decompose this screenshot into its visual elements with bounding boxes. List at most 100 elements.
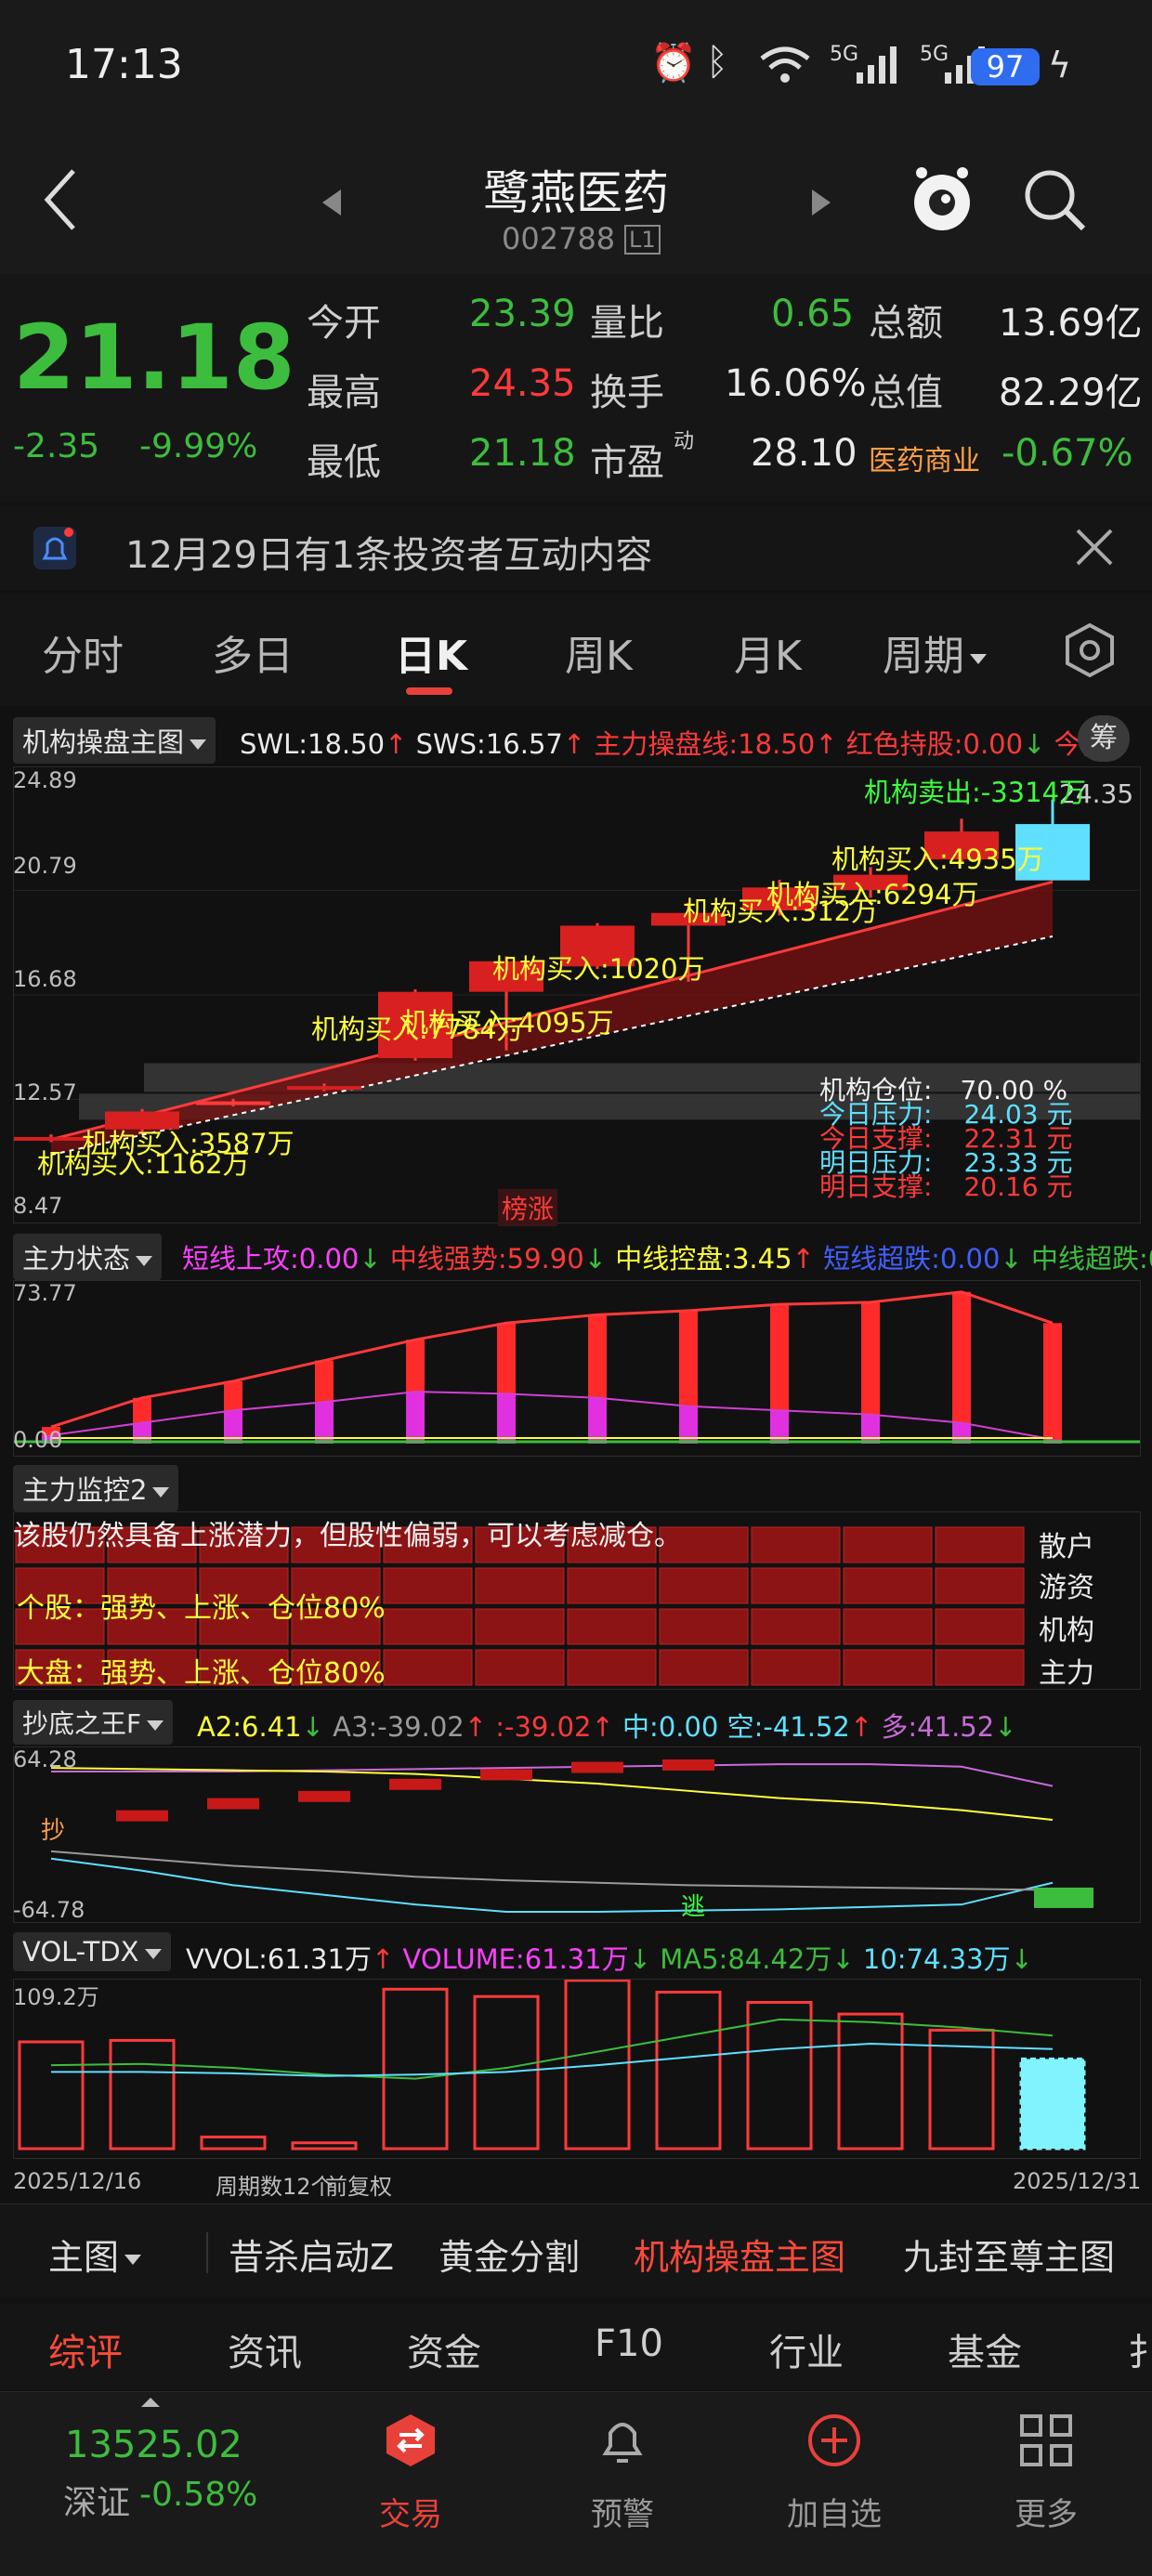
industry-change: -0.67% (1001, 432, 1133, 475)
bottom-y-top: 64.28 (13, 1746, 77, 1772)
state-indicator-selector[interactable]: 主力状态 (13, 1234, 163, 1280)
down-arrow-icon: ↓ (359, 1243, 382, 1275)
tab-industry[interactable]: 行业 (769, 2332, 844, 2374)
index-value[interactable]: 13525.02 (65, 2424, 242, 2466)
up-arrow-icon: ↑ (792, 1243, 815, 1275)
volume-bar-7 (655, 1990, 722, 2151)
state-magenta-bar-0 (42, 1435, 60, 1444)
caret-up-icon[interactable] (139, 2396, 162, 2409)
monitor-cell (843, 1608, 933, 1645)
mascot-icon[interactable] (909, 162, 975, 236)
volume-selector[interactable]: VOL-TDX (13, 1932, 171, 1971)
monitor-cell (291, 1649, 381, 1686)
price-change-pct: -9.99% (139, 427, 258, 465)
label-volume-ratio: 量比 (590, 302, 664, 345)
candle-body-0 (14, 1136, 88, 1141)
monitor-cell (107, 1608, 197, 1645)
volume-chart[interactable] (13, 1979, 1141, 2159)
investor-notice[interactable]: 12月29日有1条投资者互动内容 (0, 506, 1152, 590)
chart-item-3[interactable]: 机构操盘主图 (634, 2237, 846, 2278)
monitor-cell (383, 1526, 473, 1563)
more-grid-icon[interactable] (1018, 2413, 1074, 2468)
close-icon[interactable] (1074, 527, 1115, 568)
monitor-cell (843, 1567, 933, 1604)
tab-news[interactable]: 资讯 (228, 2332, 302, 2374)
monitor-selector[interactable]: 主力监控2 (13, 1465, 179, 1511)
alert-bell-icon[interactable] (595, 2413, 650, 2468)
value-turnover-rate: 16.06% (725, 362, 867, 405)
nav-alert[interactable]: 预警 (591, 2496, 654, 2533)
active-tab-indicator (406, 687, 452, 695)
search-icon[interactable] (1022, 167, 1087, 232)
state-chart[interactable] (13, 1280, 1141, 1457)
signal-label-2: 5G (920, 43, 949, 66)
legend-hot-money: 游资 (1039, 1572, 1094, 1604)
tab-monthly-k[interactable]: 月K (734, 633, 802, 680)
notification-bell-icon (33, 527, 76, 569)
nav-more[interactable]: 更多 (1015, 2496, 1078, 2533)
ind-swl: SWL:18.50 (240, 728, 386, 760)
tab-multi-day[interactable]: 多日 (212, 633, 294, 680)
tao-mark: 逃 (681, 1893, 706, 1921)
tab-period-label: 周期 (883, 633, 964, 680)
label-turnover-rate: 换手 (590, 372, 664, 414)
bottom-indicator-selector[interactable]: 抄底之王F (13, 1700, 174, 1745)
prev-stock-icon[interactable] (321, 188, 343, 217)
tab-funds[interactable]: 资金 (407, 2332, 481, 2374)
nav-add-watchlist[interactable]: 加自选 (787, 2496, 882, 2533)
monitor-cell (567, 1608, 657, 1645)
chart-item-2[interactable]: 黄金分割 (439, 2237, 581, 2278)
back-icon[interactable] (42, 167, 79, 232)
ind-mid-control: 中线控盘:3.45 (615, 1243, 792, 1275)
add-watchlist-icon[interactable] (806, 2413, 862, 2468)
tab-intraday[interactable]: 分时 (42, 633, 124, 680)
monitor-label: 主力监控2 (22, 1474, 148, 1506)
ma5-line (50, 2018, 1054, 2080)
bottom-indicator-chart[interactable] (13, 1746, 1141, 1923)
divider (206, 2232, 208, 2273)
chart-item-4[interactable]: 九封至尊主图 (903, 2237, 1116, 2278)
battery-indicator: 97 (971, 48, 1040, 85)
tab-weekly-k[interactable]: 周K (565, 633, 633, 680)
candle-body-2 (196, 1101, 270, 1105)
monitor-cell (751, 1526, 841, 1563)
trade-icon[interactable] (383, 2413, 439, 2468)
up-arrow-icon: ↑ (849, 1711, 873, 1743)
monitor-cell (659, 1567, 749, 1604)
red-block-3 (389, 1778, 441, 1790)
monitor-cell (659, 1526, 749, 1563)
tab-fund[interactable]: 基金 (948, 2332, 1022, 2374)
label-pe-sup: 动 (674, 430, 695, 453)
chevron-down-icon (147, 1720, 164, 1731)
tab-f10[interactable]: F10 (595, 2322, 663, 2365)
tab-daily-k[interactable]: 日K (395, 633, 468, 680)
main-indicator-selector[interactable]: 机构操盘主图 (13, 717, 216, 764)
next-stock-icon[interactable] (810, 188, 832, 217)
tab-overview[interactable]: 综评 (48, 2332, 123, 2374)
settings-hexagon-icon[interactable] (1062, 622, 1118, 678)
monitor-grid (15, 1526, 1025, 1686)
tab-more-clipped[interactable]: 扌 (1128, 2332, 1152, 2374)
monitor-cell (15, 1608, 105, 1645)
candle-body-3 (287, 1086, 361, 1091)
state-y-bottom: 0.00 (13, 1427, 63, 1453)
annotation-buy-6: 机构买入:7784万 (311, 1013, 524, 1045)
nav-trade[interactable]: 交易 (379, 2496, 442, 2533)
candle-body-10 (924, 831, 999, 860)
sws-line (50, 935, 1054, 1157)
tab-period[interactable]: 周期 (883, 622, 987, 682)
kline-chart[interactable] (13, 766, 1141, 1223)
state-indicator-label: 主力状态 (22, 1243, 131, 1275)
monitor-cell (567, 1526, 657, 1563)
chart-item-1[interactable]: 昔杀启动Z (229, 2237, 395, 2278)
monitor-cell (199, 1608, 289, 1645)
state-magenta-bar-4 (406, 1392, 425, 1444)
value-turnover-amount: 13.69亿 (999, 302, 1143, 345)
industry-link[interactable]: 医药商业 (869, 445, 980, 477)
volume-indicators: VVOL:61.31万↑ VOLUME:61.31万↓ MA5:84.42万↓ … (186, 1938, 1033, 1977)
chip-distribution-button[interactable]: 筹 (1078, 715, 1130, 762)
monitor-cell (15, 1526, 105, 1563)
main-chart-dropdown[interactable]: 主图 (48, 2229, 142, 2280)
monitor-cell (475, 1526, 565, 1563)
ind-mid-oversold: 中线超跌:0 (1030, 1243, 1152, 1275)
